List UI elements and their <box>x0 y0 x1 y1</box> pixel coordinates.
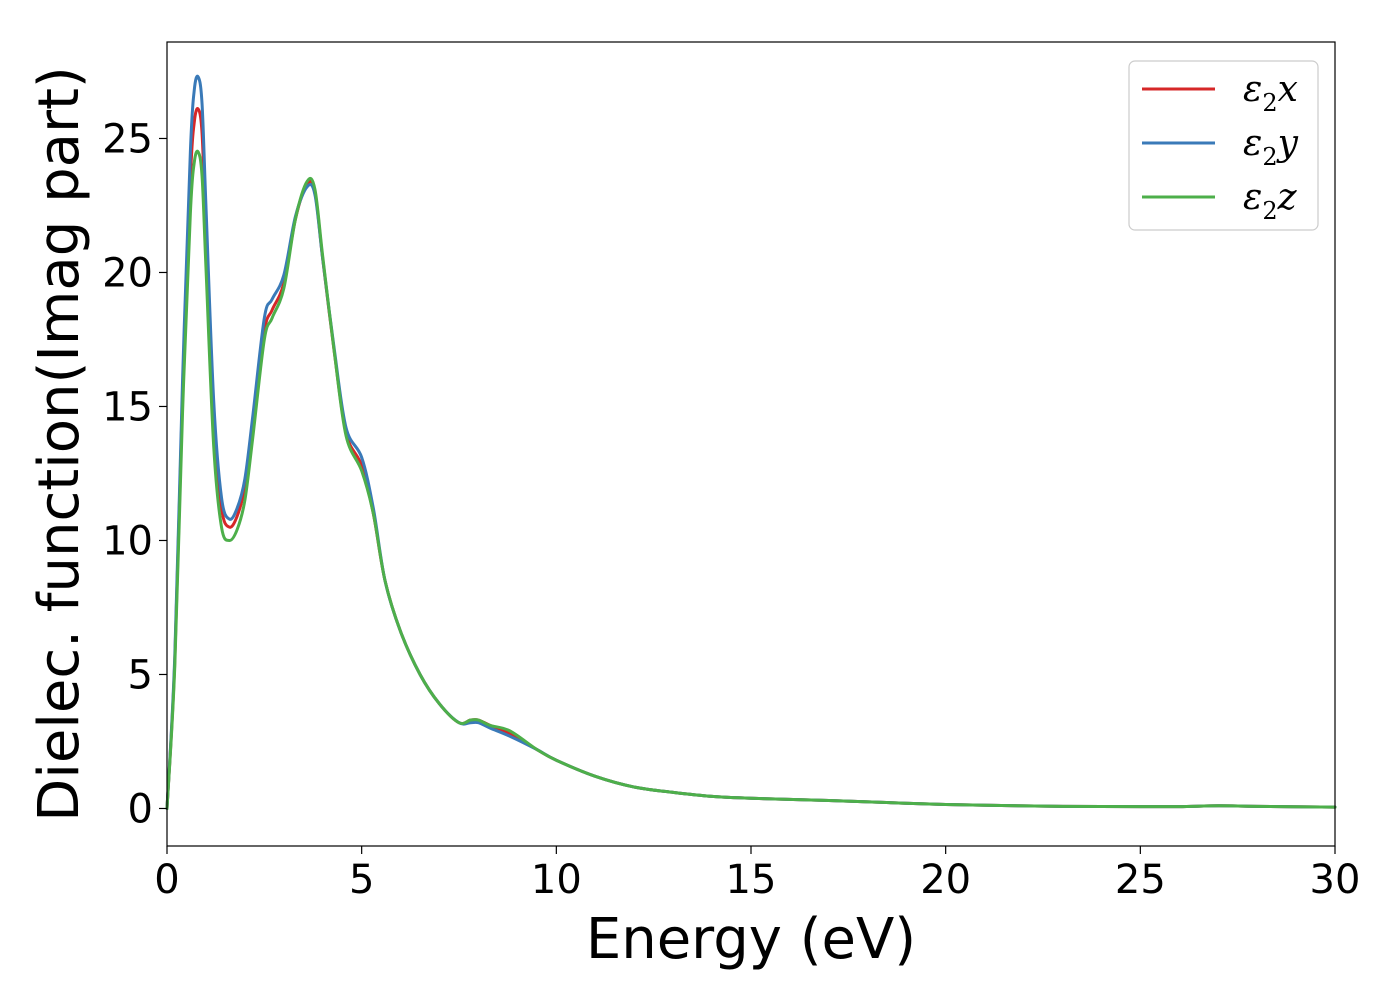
y-axis: 0 5 10 15 20 25 <box>102 116 167 832</box>
x-tick-label: 30 <box>1310 857 1361 903</box>
x-tick-label: 5 <box>349 857 374 903</box>
y-tick-label: 20 <box>102 250 153 296</box>
x-tick-label: 10 <box>531 857 582 903</box>
y-tick-label: 25 <box>102 116 153 162</box>
series-layer <box>165 74 1337 810</box>
y-tick-label: 0 <box>128 786 153 832</box>
legend-label-3: ε2z <box>1243 177 1298 225</box>
x-axis: 0 5 10 15 20 25 30 <box>154 846 1360 903</box>
x-tick-label: 25 <box>1115 857 1166 903</box>
y-tick-label: 15 <box>102 384 153 430</box>
y-tick-label: 5 <box>128 652 153 698</box>
legend: ε2x ε2y ε2z <box>1128 60 1319 231</box>
legend-box <box>1128 60 1319 231</box>
series-line-3 <box>165 149 1337 810</box>
y-axis-label: Dielec. function(Imag part) <box>27 66 92 822</box>
legend-label-1: ε2x <box>1243 69 1298 117</box>
y-tick-label: 10 <box>102 518 153 564</box>
x-tick-label: 0 <box>154 857 179 903</box>
x-axis-label: Energy (eV) <box>586 907 916 972</box>
x-tick-label: 20 <box>920 857 971 903</box>
x-tick-label: 15 <box>726 857 777 903</box>
legend-label-2: ε2y <box>1243 123 1299 171</box>
